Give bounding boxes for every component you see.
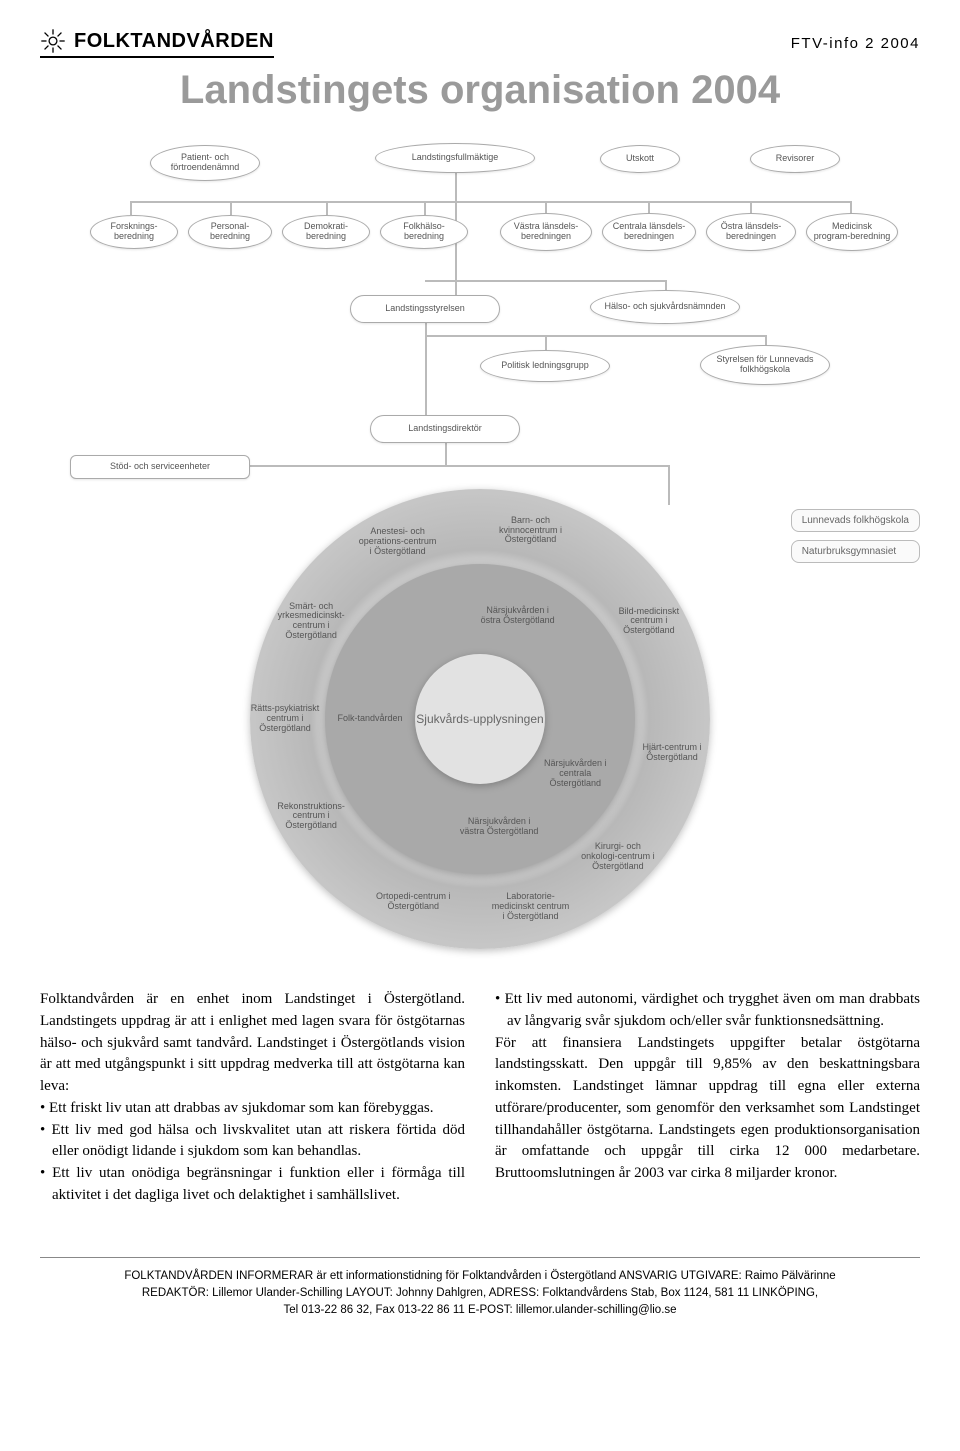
footer-line: FOLKTANDVÅRDEN INFORMERAR är ett informa… [40, 1268, 920, 1285]
brand-text: FOLKTANDVÅRDEN [74, 30, 274, 53]
sidebox: Lunnevads folkhögskola [791, 509, 920, 532]
org-node: Hälso- och sjukvårdsnämnden [590, 290, 740, 324]
segment-label: Närsjukvården i västra Östergötland [459, 817, 539, 837]
org-chart: Patient- och förtroendenämnd Landstingsfu… [70, 135, 890, 475]
sun-gear-icon [40, 28, 66, 54]
center-label: Sjukvårds-upplysningen [416, 712, 543, 726]
bullet-list: Ett liv med autonomi, värdighet och tryg… [495, 989, 920, 1033]
connector [545, 335, 547, 351]
ftv-info-label: FTV-info 2 2004 [791, 35, 920, 52]
bullet-item: Ett liv med god hälsa och livskvalitet u… [40, 1120, 465, 1164]
footer: FOLKTANDVÅRDEN INFORMERAR är ett informa… [40, 1257, 920, 1320]
connector [230, 201, 232, 215]
org-node: Landstingsstyrelsen [350, 295, 500, 323]
org-node: Medicinsk program-beredning [806, 213, 898, 251]
circle-diagram: Sjukvårds-upplysningen Folk-tandvården Nä… [240, 479, 720, 959]
org-node: Västra länsdels-beredningen [500, 213, 592, 251]
org-node: Personal-beredning [188, 215, 272, 249]
segment-label: Rätts-psykiatriskt centrum i Östergötlan… [245, 704, 325, 734]
bullet-item: Ett liv med autonomi, värdighet och tryg… [495, 989, 920, 1033]
bullet-item: Ett liv utan onödiga begränsningar i fun… [40, 1163, 465, 1207]
segment-label: Smärt- och yrkesmedicinskt-centrum i Öst… [271, 602, 351, 642]
segment-label: Folk-tandvården [330, 714, 410, 724]
page-title: Landstingets organisation 2004 [40, 68, 920, 113]
connector [130, 201, 132, 215]
org-node: Revisorer [750, 145, 840, 173]
org-node: Landstingsfullmäktige [375, 143, 535, 173]
brand: FOLKTANDVÅRDEN [40, 28, 274, 58]
segment-label: Kirurgi- och onkologi-centrum i Östergöt… [578, 842, 658, 872]
right-column: Ett liv med autonomi, värdighet och tryg… [495, 989, 920, 1207]
segment-label: Laboratorie-medicinskt centrum i Östergö… [490, 893, 570, 923]
body-columns: Folktandvården är en enhet inom Landstin… [40, 989, 920, 1207]
segment-label: Ortopedi-centrum i Östergötland [373, 892, 453, 912]
org-node: Stöd- och serviceenheter [70, 455, 250, 479]
connector [326, 201, 328, 215]
connector [455, 173, 457, 203]
org-node: Politisk ledningsgrupp [480, 350, 610, 382]
connector [424, 201, 426, 215]
org-node: Patient- och förtroendenämnd [150, 145, 260, 181]
para: Folktandvården är en enhet inom Landstin… [40, 991, 465, 1007]
header-row: FOLKTANDVÅRDEN FTV-info 2 2004 [40, 28, 920, 58]
org-node: Landstingsdirektör [370, 415, 520, 443]
org-node: Utskott [600, 145, 680, 173]
segment-label: Hjärt-centrum i Östergötland [632, 743, 712, 763]
left-column: Folktandvården är en enhet inom Landstin… [40, 989, 465, 1207]
sidebox: Naturbruksgymnasiet [791, 540, 920, 563]
segment-label: Bild-medicinskt centrum i Östergötland [609, 607, 689, 637]
segment-label: Anestesi- och operations-centrum i Öster… [358, 527, 438, 557]
connector [425, 280, 665, 282]
footer-line: Tel 013-22 86 32, Fax 013-22 86 11 E-POS… [40, 1302, 920, 1319]
segment-label: Närsjukvården i centrala Östergötland [535, 759, 615, 789]
ring-center: Sjukvårds-upplysningen [415, 654, 545, 784]
org-node: Styrelsen för Lunnevads folkhögskola [700, 345, 830, 385]
bullet-list: Ett friskt liv utan att drabbas av sjukd… [40, 1098, 465, 1207]
org-node: Folkhälso-beredning [380, 215, 468, 249]
connector [425, 335, 765, 337]
footer-line: REDAKTÖR: Lillemor Ulander-Schilling LAY… [40, 1285, 920, 1302]
segment-label: Barn- och kvinnocentrum i Östergötland [490, 516, 570, 546]
connector [445, 443, 447, 467]
connector [250, 465, 670, 467]
connector [130, 201, 850, 203]
segment-label: Närsjukvården i östra Östergötland [478, 606, 558, 626]
org-node: Forsknings-beredning [90, 215, 178, 249]
segment-label: Rekonstruktions-centrum i Östergötland [271, 802, 351, 832]
side-boxes: Lunnevads folkhögskola Naturbruksgymnasi… [791, 509, 920, 571]
org-node: Demokrati-beredning [282, 215, 370, 249]
bullet-item: Ett friskt liv utan att drabbas av sjukd… [40, 1098, 465, 1120]
org-node: Centrala länsdels-beredningen [602, 213, 696, 251]
org-node: Östra länsdels-beredningen [706, 213, 796, 251]
